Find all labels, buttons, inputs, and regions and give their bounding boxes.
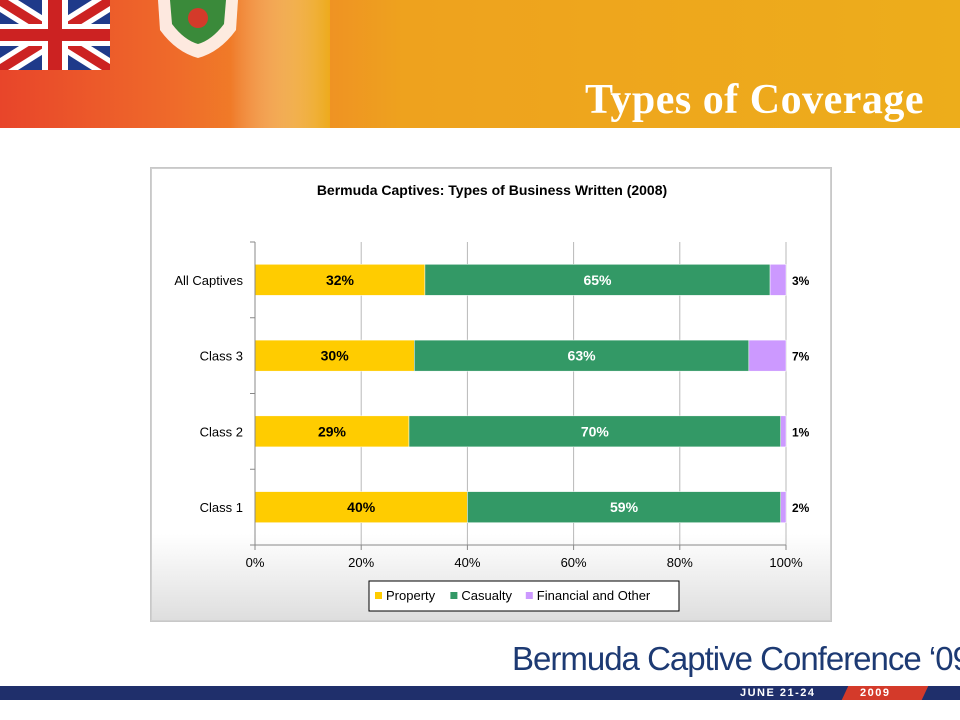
legend-swatch <box>450 592 458 599</box>
conference-logo: Bermuda Captive Conference ‘09 <box>512 640 960 677</box>
legend: Property Casualty Financial and Other <box>368 580 680 612</box>
x-tick-label: 100% <box>769 555 803 570</box>
footer-dates: JUNE 21-24 <box>740 687 816 699</box>
bars: 32% 65% 3% 30% 63% 7% 29% 70% 1% 40% 59% 2% <box>254 264 810 523</box>
data-label: 2% <box>792 501 810 515</box>
bar-property <box>254 491 468 523</box>
bar-casualty <box>408 415 781 448</box>
bar-property <box>254 415 410 448</box>
chart-frame <box>151 168 831 621</box>
data-label: 7% <box>792 350 810 364</box>
data-label: 65% <box>583 272 612 288</box>
bar-financial-and-other <box>769 264 787 296</box>
axes: 0% 20% 40% 60% 80% 100% All Captives Class 3 Cla… <box>174 241 803 570</box>
x-tick-label: 40% <box>454 555 480 570</box>
chart-panel: Bermuda Captives: Types of Business Writ… <box>150 167 832 622</box>
data-label: 59% <box>610 499 639 515</box>
bar-financial-and-other <box>748 339 787 372</box>
stacked-bar-chart: Bermuda Captives: Types of Business Writ… <box>174 182 810 612</box>
data-label: 3% <box>792 274 810 288</box>
data-label: 32% <box>326 272 355 288</box>
bar-casualty <box>414 339 750 372</box>
x-tick-label: 80% <box>667 555 693 570</box>
data-label: 1% <box>792 425 810 439</box>
crest-icon <box>158 0 238 58</box>
bar-financial-and-other <box>780 415 787 448</box>
category-label: Class 1 <box>200 500 243 515</box>
legend-label: Casualty <box>461 588 512 603</box>
x-tick-label: 60% <box>561 555 587 570</box>
bar-financial-and-other <box>780 491 787 523</box>
flag-icon <box>0 0 330 128</box>
legend-swatch <box>375 592 382 599</box>
chart-title: Bermuda Captives: Types of Business Writ… <box>317 182 667 198</box>
data-label: 29% <box>318 423 347 439</box>
data-label: 63% <box>568 348 597 364</box>
bar-property <box>254 264 426 296</box>
bar-property <box>254 339 415 372</box>
data-label: 70% <box>581 423 610 439</box>
footer-bar <box>0 686 960 700</box>
category-label: Class 3 <box>200 349 243 364</box>
footer-year: 2009 <box>860 687 891 699</box>
data-label: 40% <box>347 499 376 515</box>
page-title: Types of Coverage <box>585 77 924 123</box>
legend-label: Property <box>386 588 436 603</box>
header-banner: Types of Coverage <box>0 0 960 128</box>
legend-label: Financial and Other <box>537 588 651 603</box>
legend-swatch <box>525 592 533 599</box>
x-tick-label: 20% <box>348 555 374 570</box>
legend-box <box>368 580 680 612</box>
bar-casualty <box>467 491 781 523</box>
category-label: Class 2 <box>200 424 243 439</box>
x-tick-label: 0% <box>246 555 265 570</box>
category-label: All Captives <box>174 273 243 288</box>
data-label: 30% <box>321 348 350 364</box>
